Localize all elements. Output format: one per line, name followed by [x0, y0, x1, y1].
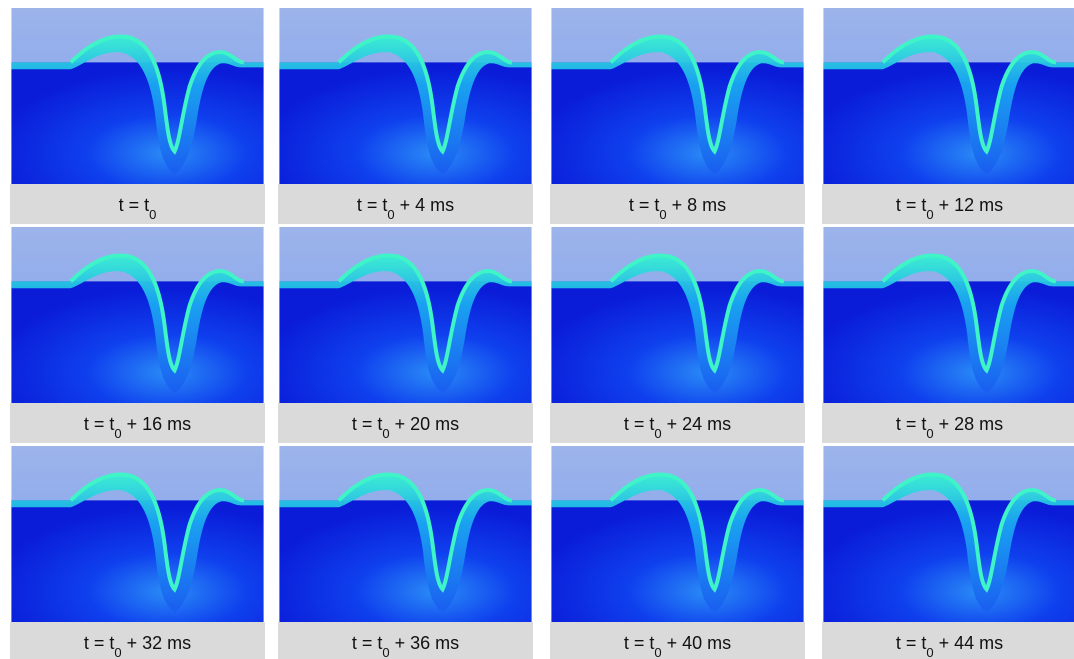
panel: t = t0 + 32 ms — [10, 446, 265, 659]
panel: t = t0 + 20 ms — [278, 227, 533, 443]
simulation-image — [823, 446, 1074, 622]
simulation-image — [279, 446, 531, 622]
label-part: t = t — [624, 414, 655, 434]
label-part: + 12 ms — [934, 195, 1004, 215]
subscript: 0 — [926, 645, 933, 659]
label-part: t = t — [352, 414, 383, 434]
label-part: t = t — [84, 633, 115, 653]
simulation-image — [11, 446, 263, 622]
panel: t = t0 + 40 ms — [550, 446, 805, 659]
label-part: t = t — [896, 414, 927, 434]
simulation-image — [279, 8, 531, 184]
label-part: + 28 ms — [934, 414, 1004, 434]
label-part: t = t — [629, 195, 660, 215]
label-part: t = t — [896, 633, 927, 653]
simulation-image — [823, 227, 1074, 403]
simulation-image — [551, 8, 803, 184]
panel: t = t0 + 16 ms — [10, 227, 265, 443]
simulation-image — [823, 8, 1074, 184]
simulation-image — [279, 227, 531, 403]
panel: t = t0 + 44 ms — [822, 446, 1074, 659]
label-part: + 16 ms — [122, 414, 192, 434]
simulation-image — [551, 227, 803, 403]
panel: t = t0 + 36 ms — [278, 446, 533, 659]
label-part: + 44 ms — [934, 633, 1004, 653]
subscript: 0 — [654, 426, 661, 441]
label-part: t = t — [352, 633, 383, 653]
subscript: 0 — [114, 645, 121, 659]
label-part: t = t — [357, 195, 388, 215]
simulation-image — [11, 227, 263, 403]
subscript: 0 — [382, 645, 389, 659]
label-part: + 24 ms — [662, 414, 732, 434]
label-part: t = t — [119, 195, 150, 215]
panel: t = t0 + 4 ms — [278, 8, 533, 224]
label-part: t = t — [624, 633, 655, 653]
panel: t = t0 + 28 ms — [822, 227, 1074, 443]
label-part: t = t — [896, 195, 927, 215]
simulation-image — [11, 8, 263, 184]
subscript: 0 — [659, 207, 666, 222]
label-part: + 40 ms — [662, 633, 732, 653]
subscript: 0 — [926, 426, 933, 441]
label-part: + 20 ms — [390, 414, 460, 434]
subscript: 0 — [387, 207, 394, 222]
label-part: + 8 ms — [667, 195, 727, 215]
panel: t = t0 + 12 ms — [822, 8, 1074, 224]
simulation-image — [551, 446, 803, 622]
label-part: + 4 ms — [395, 195, 455, 215]
panel: t = t0 + 8 ms — [550, 8, 805, 224]
subscript: 0 — [114, 426, 121, 441]
label-part: + 32 ms — [122, 633, 192, 653]
subscript: 0 — [654, 645, 661, 659]
page: t = t0t = t0 + 4 mst = t0 + 8 mst = t0 +… — [0, 0, 1074, 659]
panel: t = t0 — [10, 8, 265, 224]
label-part: + 36 ms — [390, 633, 460, 653]
label-part: t = t — [84, 414, 115, 434]
subscript: 0 — [149, 207, 156, 222]
figure: t = t0t = t0 + 4 mst = t0 + 8 mst = t0 +… — [0, 0, 1074, 659]
subscript: 0 — [382, 426, 389, 441]
subscript: 0 — [926, 207, 933, 222]
panel: t = t0 + 24 ms — [550, 227, 805, 443]
